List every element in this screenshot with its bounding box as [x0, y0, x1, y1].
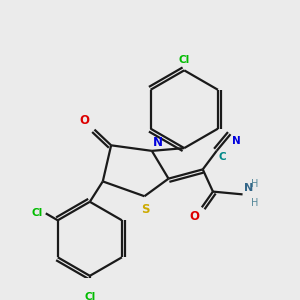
Text: Cl: Cl [84, 292, 95, 300]
Text: N: N [244, 183, 253, 193]
Text: Cl: Cl [32, 208, 43, 218]
Text: N: N [232, 136, 241, 146]
Text: Cl: Cl [178, 55, 190, 65]
Text: S: S [142, 203, 150, 216]
Text: O: O [189, 210, 199, 223]
Text: N: N [153, 136, 163, 149]
Text: C: C [218, 152, 226, 162]
Text: H: H [251, 179, 259, 189]
Text: H: H [251, 198, 259, 208]
Text: O: O [79, 114, 89, 127]
